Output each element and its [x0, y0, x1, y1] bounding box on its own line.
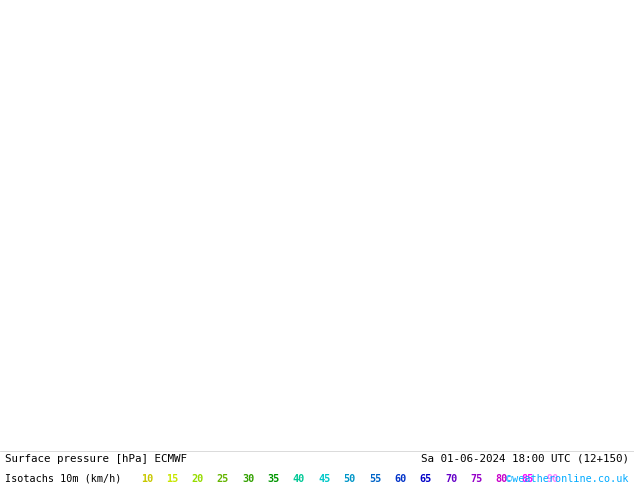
Text: 90: 90: [547, 474, 559, 484]
Text: 75: 75: [470, 474, 482, 484]
Text: Surface pressure [hPa] ECMWF: Surface pressure [hPa] ECMWF: [5, 454, 187, 464]
Text: 30: 30: [242, 474, 254, 484]
Text: 45: 45: [318, 474, 330, 484]
Text: 15: 15: [166, 474, 178, 484]
Text: 35: 35: [268, 474, 280, 484]
Text: 80: 80: [496, 474, 508, 484]
Text: Isotachs 10m (km/h): Isotachs 10m (km/h): [5, 474, 122, 484]
Text: 65: 65: [420, 474, 432, 484]
Text: 60: 60: [394, 474, 406, 484]
Text: 25: 25: [217, 474, 229, 484]
Text: 85: 85: [521, 474, 533, 484]
Text: ©weatheronline.co.uk: ©weatheronline.co.uk: [507, 474, 629, 484]
Text: Sa 01-06-2024 18:00 UTC (12+150): Sa 01-06-2024 18:00 UTC (12+150): [421, 454, 629, 464]
Text: 40: 40: [293, 474, 305, 484]
Text: 10: 10: [141, 474, 153, 484]
Text: 50: 50: [344, 474, 356, 484]
Text: 20: 20: [191, 474, 204, 484]
Text: 70: 70: [445, 474, 457, 484]
Text: 55: 55: [369, 474, 381, 484]
